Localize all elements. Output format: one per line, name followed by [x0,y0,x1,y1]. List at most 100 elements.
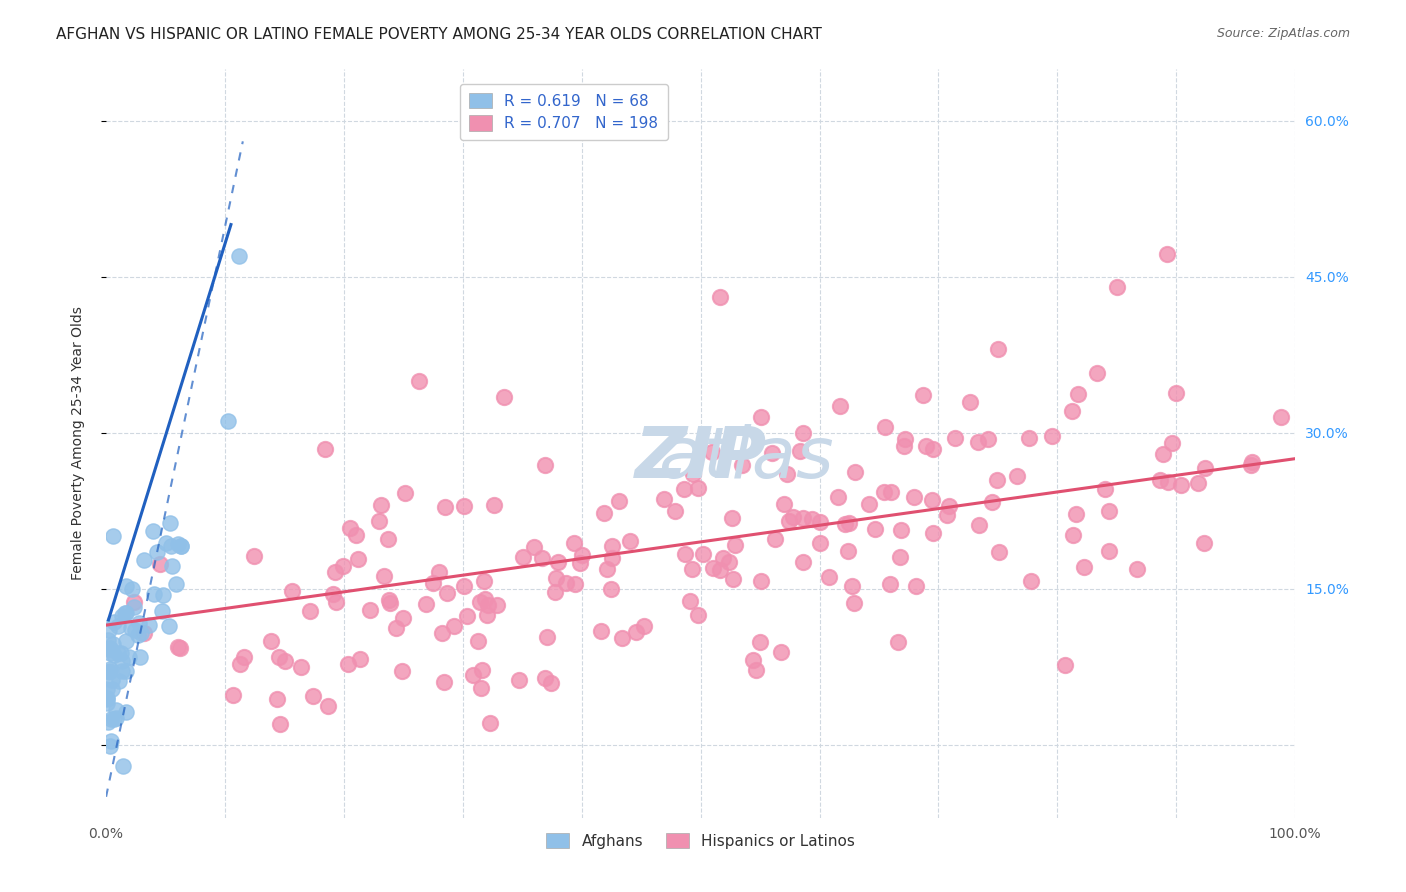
Point [776,467,799,482]
Point [702,561,724,575]
Point [337,657,360,671]
Point [98,665,121,679]
Point [1060,404,1083,418]
Point [808,515,831,529]
Point [880,484,903,499]
Point [547,555,569,569]
Point [166,640,188,655]
Point [222,688,245,702]
Point [921,492,943,507]
Point [938,499,960,513]
Point [107,619,129,633]
Point [508,673,530,688]
Point [159,539,181,553]
Point [1240,458,1263,473]
Point [138,617,160,632]
Point [1192,536,1215,550]
Point [127,628,149,642]
Point [571,548,593,562]
Point [681,562,703,576]
Point [536,630,558,644]
Point [453,579,475,593]
Point [100,664,122,678]
Point [456,609,478,624]
Point [281,584,304,599]
Point [943,431,966,445]
Point [128,616,150,631]
Point [718,556,741,570]
Point [290,660,312,674]
Point [626,624,648,639]
Point [700,444,723,458]
Point [325,566,347,580]
Point [607,493,630,508]
Point [778,514,800,528]
Point [981,494,1004,508]
Point [408,374,430,388]
Point [709,290,731,304]
Point [97,623,120,637]
Point [155,535,177,549]
Point [686,607,709,622]
Point [461,668,484,682]
Point [332,558,354,573]
Point [749,634,772,648]
Point [664,504,686,518]
Point [915,440,938,454]
Point [167,537,190,551]
Point [124,623,146,637]
Point [422,575,444,590]
Point [391,611,413,625]
Point [765,532,787,546]
Point [600,582,623,596]
Point [600,550,623,565]
Text: AFGHAN VS HISPANIC OR LATINO FEMALE POVERTY AMONG 25-34 YEAR OLDS CORRELATION CH: AFGHAN VS HISPANIC OR LATINO FEMALE POVE… [56,27,823,42]
Point [652,492,675,507]
Point [844,465,866,479]
Point [260,633,283,648]
Point [749,574,772,588]
Point [966,435,988,450]
Point [111,664,134,678]
Point [470,681,492,695]
Point [471,663,494,677]
Point [157,619,180,633]
Point [742,653,765,667]
Point [534,458,557,473]
Point [1040,429,1063,443]
Point [228,249,250,263]
Point [1018,431,1040,445]
Point [100,662,122,676]
Point [114,606,136,620]
Point [673,547,696,561]
Point [96,691,118,706]
Point [723,572,745,586]
Point [103,636,125,650]
Point [467,634,489,648]
Point [540,676,562,690]
Point [143,587,166,601]
Point [98,640,121,655]
Point [834,517,856,532]
Point [1270,409,1292,424]
Point [773,497,796,511]
Point [544,585,567,599]
Point [359,603,381,617]
Point [977,433,1000,447]
Point [1073,560,1095,574]
Point [792,425,814,440]
Point [453,499,475,513]
Point [808,536,831,550]
Point [1007,469,1029,483]
Point [229,657,252,671]
Point [377,532,399,546]
Point [682,467,704,482]
Point [474,592,496,607]
Point [105,711,128,725]
Point [988,544,1011,558]
Point [1149,473,1171,487]
Point [792,555,814,569]
Point [679,594,702,608]
Point [959,395,981,409]
Point [152,588,174,602]
